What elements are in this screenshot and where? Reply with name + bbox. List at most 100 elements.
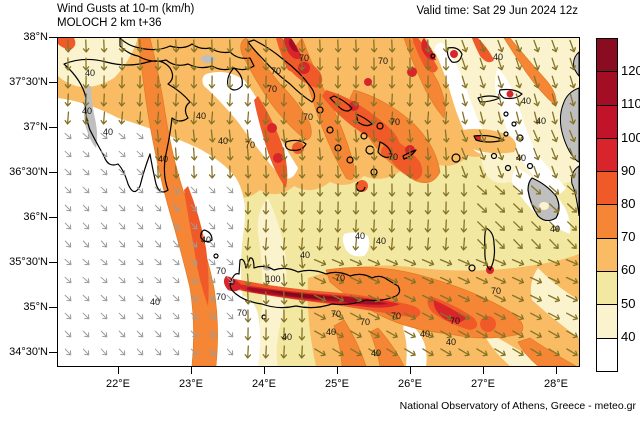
- colorbar-tick-label: 40: [621, 328, 636, 344]
- wind-arrow: [316, 75, 324, 89]
- wind-arrow: [530, 203, 542, 213]
- wind-arrow: [118, 186, 126, 194]
- wind-arrow: [136, 276, 144, 284]
- wind-arrow: [353, 129, 360, 143]
- wind-arrow: [64, 132, 72, 140]
- wind-arrow: [352, 237, 360, 251]
- wind-arrow: [208, 330, 216, 338]
- wind-arrow: [334, 183, 342, 197]
- wind-arrow: [567, 221, 577, 231]
- contour-label: 70: [299, 53, 309, 63]
- wind-arrow: [352, 165, 360, 179]
- lon-tick-label: 26°E: [398, 378, 422, 390]
- wind-arrow: [569, 93, 576, 107]
- wind-arrow: [100, 276, 108, 284]
- wind-arrow: [313, 294, 327, 303]
- wind-arrow: [511, 276, 525, 285]
- wind-arrow: [370, 147, 378, 161]
- wind-arrow: [442, 39, 450, 53]
- wind-arrow: [82, 93, 90, 107]
- wind-arrow: [551, 39, 559, 53]
- wind-arrow: [367, 259, 381, 267]
- wind-arrow: [190, 222, 198, 230]
- wind-arrow: [370, 183, 378, 197]
- wind-arrow: [244, 75, 252, 89]
- wind-arrow: [280, 327, 288, 341]
- wind-arrow: [64, 294, 72, 302]
- wind-arrow: [226, 39, 234, 53]
- wind-arrow: [154, 348, 162, 356]
- wind-arrow: [476, 330, 488, 339]
- wind-arrow: [64, 186, 72, 194]
- contour-label-layer: 40 40 40 40 40 40 40 40 40 40 40 40 40 40 40 40 40 40 40 40…: [82, 52, 560, 358]
- wind-arrow: [172, 330, 180, 338]
- wind-arrow: [298, 39, 306, 53]
- wind-arrow: [513, 239, 523, 249]
- wind-arrow: [82, 75, 90, 89]
- wind-arrow: [349, 259, 363, 267]
- wind-arrow: [314, 330, 326, 339]
- wind-arrow: [316, 201, 324, 215]
- wind-arrow: [424, 219, 432, 233]
- wind-arrow: [388, 147, 396, 161]
- wind-arrow: [226, 258, 234, 266]
- contour-label: 40: [371, 348, 381, 358]
- wind-arrow: [479, 147, 487, 161]
- wind-arrow: [280, 291, 288, 305]
- wind-arrow: [513, 221, 523, 231]
- wind-arrow: [349, 294, 363, 303]
- coastline-layer: [63, 38, 560, 320]
- wind-arrow: [458, 330, 470, 339]
- colorbar-tick-label: 60: [621, 262, 636, 278]
- wind-arrow: [549, 221, 559, 231]
- wind-arrow: [244, 201, 252, 215]
- wind-arrow: [82, 348, 90, 356]
- wind-arrow: [298, 165, 306, 179]
- wind-arrow: [530, 312, 542, 321]
- wind-arrow: [350, 330, 362, 339]
- wind-arrow: [404, 348, 416, 357]
- wind-arrow: [64, 312, 72, 320]
- wind-arrow: [208, 204, 216, 212]
- wind-arrow: [350, 312, 362, 321]
- wind-arrow: [172, 348, 180, 356]
- wind-arrow: [263, 129, 270, 143]
- colorbar-tick-label: 50: [621, 295, 636, 311]
- wind-arrow: [244, 147, 252, 161]
- wind-arrow: [551, 57, 559, 71]
- contour-label: 70: [491, 286, 501, 296]
- wind-arrow: [280, 147, 288, 161]
- wind-arrow: [442, 237, 450, 251]
- wind-arrow: [245, 129, 252, 143]
- wind-arrow: [208, 75, 216, 89]
- wind-arrow: [458, 348, 470, 357]
- wind-arrow: [262, 219, 270, 233]
- contour-label: 40: [103, 127, 113, 137]
- wind-arrow: [154, 111, 162, 125]
- valid-time-label: Valid time: Sat 29 Jun 2024 12z: [416, 5, 578, 17]
- wind-arrow: [64, 222, 72, 230]
- wind-arrow: [154, 93, 162, 107]
- wind-arrow: [136, 294, 144, 302]
- wind-arrow: [370, 39, 378, 53]
- lat-tick-label: 38°N: [23, 31, 48, 43]
- wind-arrow: [100, 168, 108, 176]
- contour-label: 70: [450, 316, 460, 326]
- wind-arrow: [569, 165, 577, 179]
- colorbar-segment: [597, 304, 617, 338]
- contour-label: 40: [196, 111, 206, 121]
- wind-arrow: [461, 165, 469, 179]
- wind-arrow: [460, 201, 468, 215]
- wind-arrow: [262, 57, 270, 71]
- wind-arrow: [82, 258, 90, 266]
- wind-arrow: [404, 330, 416, 339]
- wind-arrow: [334, 147, 342, 161]
- wind-arrow: [551, 111, 558, 125]
- wind-arrow: [406, 183, 414, 197]
- wind-arrow: [388, 39, 396, 53]
- colorbar-segment: [597, 171, 617, 205]
- colorbar-scale: [596, 38, 618, 372]
- wind-arrow: [494, 203, 506, 213]
- wind-arrow: [298, 273, 306, 287]
- lon-tick-mark: [191, 366, 192, 374]
